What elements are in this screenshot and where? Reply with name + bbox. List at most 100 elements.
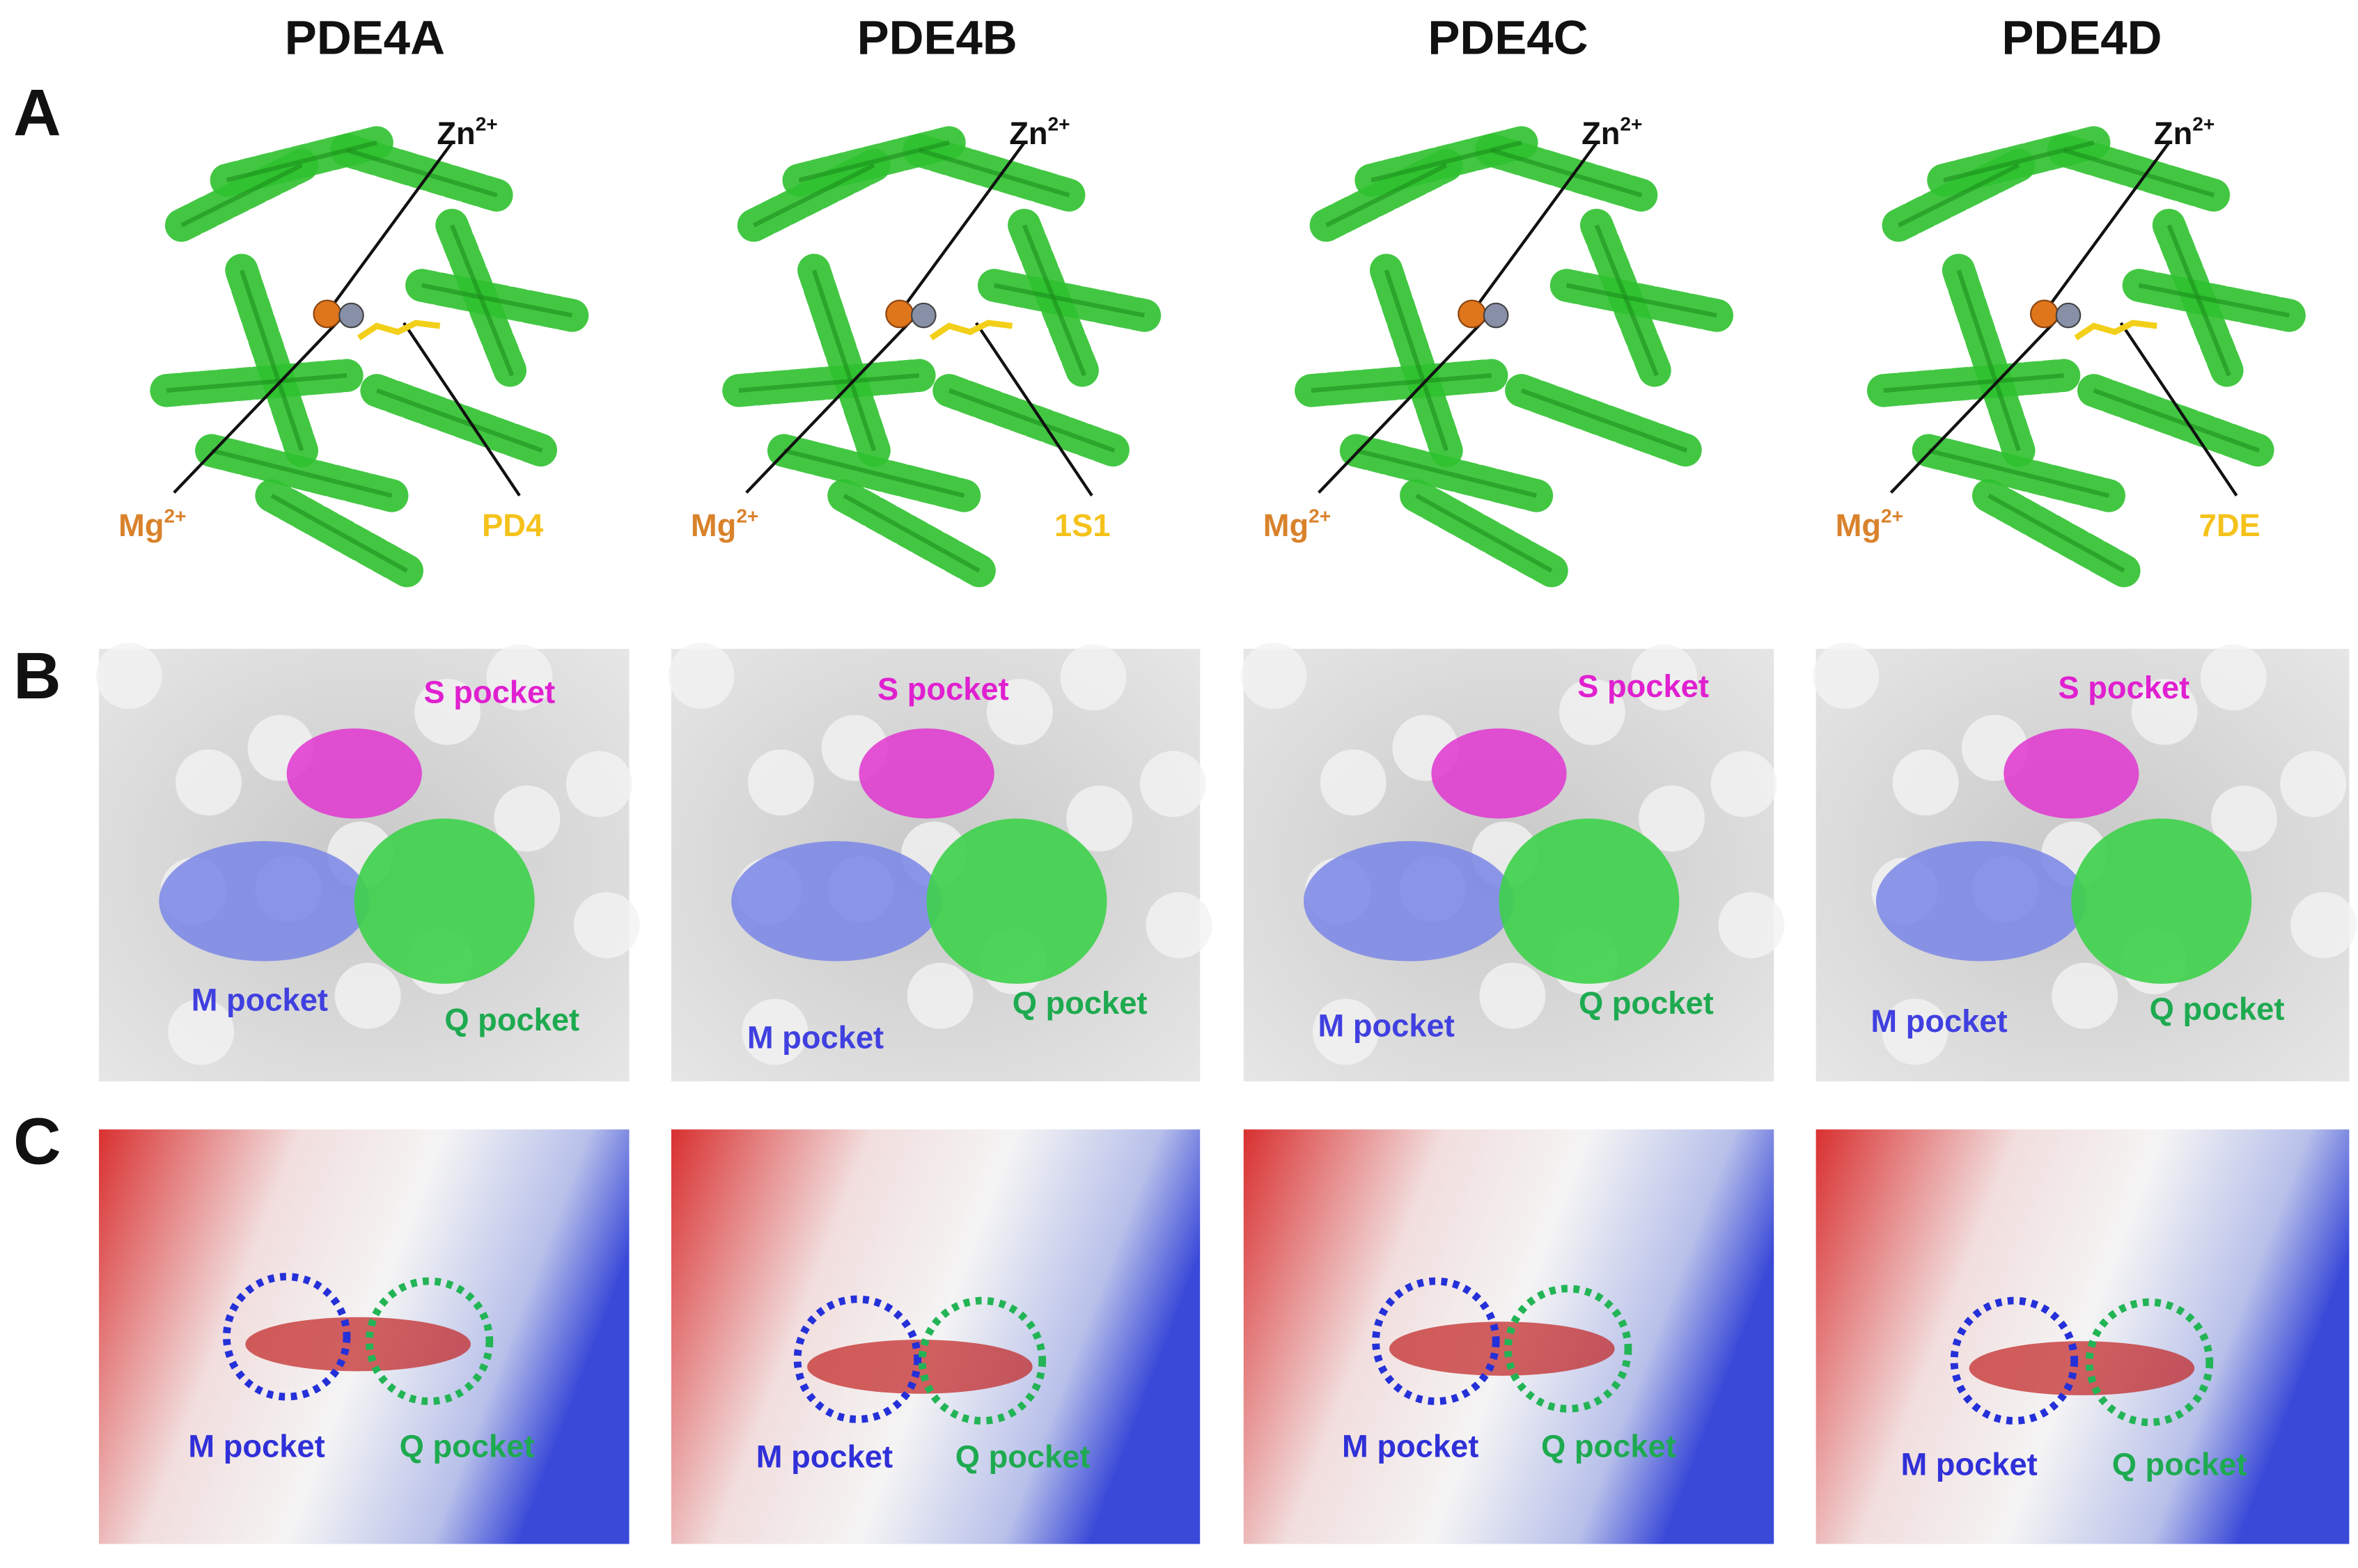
surface-bump xyxy=(668,643,735,709)
m-pocket-label: M pocket xyxy=(1901,1446,2038,1482)
helix-core xyxy=(449,224,515,377)
helix-core xyxy=(1594,224,1659,377)
s-pocket-label: S pocket xyxy=(877,671,1009,707)
q-pocket-circle xyxy=(1504,1285,1632,1413)
pointer-line xyxy=(318,141,453,324)
surface-bump xyxy=(1718,892,1785,959)
q-pocket-label: Q pocket xyxy=(2112,1446,2247,1482)
m-pocket-label: M pocket xyxy=(1318,1008,1455,1043)
helix-core xyxy=(226,140,377,182)
helix-core xyxy=(2063,148,2215,198)
helix-core xyxy=(1897,163,2020,228)
s-patch xyxy=(859,728,994,819)
helix-core xyxy=(753,163,875,228)
q-pocket-label: Q pocket xyxy=(1541,1428,1676,1464)
surface-bump xyxy=(2210,785,2277,852)
m-pocket-label: M pocket xyxy=(1342,1428,1478,1464)
helix-core xyxy=(421,283,573,318)
mg-label-charge: 2+ xyxy=(736,505,758,527)
helix-core xyxy=(798,140,950,182)
helix-core xyxy=(1490,148,1643,198)
zn-label-base: Zn xyxy=(1009,116,1047,151)
mg-label-base: Mg xyxy=(1836,508,1881,543)
m-pocket-label: M pocket xyxy=(1871,1003,2007,1039)
q-pocket-label: Q pocket xyxy=(1013,985,1148,1021)
surface-bump xyxy=(1060,644,1127,711)
surface-bump xyxy=(747,749,814,816)
m-pocket-circle xyxy=(1372,1277,1500,1405)
ligand-stick xyxy=(2074,320,2157,340)
surface-bump xyxy=(2290,892,2357,959)
zn-label-charge: 2+ xyxy=(1048,113,1070,135)
panel-label: C xyxy=(13,1105,61,1179)
surface-bump xyxy=(573,892,640,959)
helix-core xyxy=(1520,388,1688,453)
q-patch xyxy=(354,818,535,984)
helix-core xyxy=(1371,140,1522,182)
pointer-line xyxy=(403,322,521,497)
q-pocket-label: Q pocket xyxy=(400,1428,535,1464)
cavity xyxy=(1969,1341,2195,1395)
protein-ribbon xyxy=(722,126,1162,588)
helix-core xyxy=(166,373,348,393)
helix-core xyxy=(1943,140,2095,182)
surface-bump xyxy=(95,643,162,709)
q-pocket-circle xyxy=(365,1277,494,1405)
mg-label-charge: 2+ xyxy=(164,505,186,527)
helix-core xyxy=(783,448,965,498)
helix-core xyxy=(1566,283,1717,318)
helix-core xyxy=(1325,163,1448,228)
helix-core xyxy=(346,148,498,198)
mg-label: Mg2+ xyxy=(691,505,758,543)
surface-bump xyxy=(168,998,235,1065)
m-pocket-label: M pocket xyxy=(747,1020,884,1056)
surface-bump xyxy=(1066,785,1133,852)
pointer-line xyxy=(2119,322,2238,497)
m-pocket-label: M pocket xyxy=(188,1428,325,1464)
mg-label-charge: 2+ xyxy=(1881,505,1903,527)
ligand-label: PD4 xyxy=(482,508,543,543)
m-patch xyxy=(159,840,370,962)
q-patch xyxy=(2071,818,2252,984)
mg-ion xyxy=(1458,299,1487,329)
pointer-line xyxy=(1318,311,1493,494)
helix-core xyxy=(1311,373,1492,393)
q-pocket-circle xyxy=(918,1296,1047,1425)
panel-label: A xyxy=(13,76,61,150)
surface-bump xyxy=(2280,751,2347,817)
m-pocket-circle xyxy=(793,1295,922,1423)
helix-core xyxy=(1384,269,1449,452)
surface-bump xyxy=(565,751,632,817)
zn-label-base: Zn xyxy=(1582,116,1620,151)
ligand-label: 7DE xyxy=(2199,508,2261,543)
electrostatic-image xyxy=(1816,1129,2350,1544)
ligand-label: 1S1 xyxy=(1054,508,1111,543)
helix-core xyxy=(1415,494,1553,573)
surface-bump xyxy=(1631,644,1698,711)
helix-core xyxy=(2166,224,2231,377)
mg-label: Mg2+ xyxy=(1263,505,1331,543)
zn-label: Zn2+ xyxy=(1582,113,1642,151)
surface-bump xyxy=(1882,998,1949,1065)
surface-bump xyxy=(494,785,561,852)
s-patch xyxy=(286,728,422,819)
q-pocket-label: Q pocket xyxy=(2150,991,2285,1027)
mg-ion xyxy=(313,299,342,329)
helix-core xyxy=(180,163,303,228)
surface-bump xyxy=(1240,643,1307,709)
zn-label-charge: 2+ xyxy=(1620,113,1642,135)
q-patch xyxy=(1499,818,1680,984)
ligand-stick xyxy=(357,320,441,340)
m-patch xyxy=(731,840,942,962)
surface-bump xyxy=(1146,892,1212,959)
surface-bump xyxy=(2052,962,2118,1029)
helix-core xyxy=(211,448,393,498)
mg-label-base: Mg xyxy=(1263,508,1309,543)
column-title: PDE4B xyxy=(857,11,1017,65)
zn-ion xyxy=(2055,302,2082,329)
pointer-line xyxy=(745,311,921,494)
zn-ion xyxy=(338,302,364,329)
q-pocket-label: Q pocket xyxy=(955,1438,1091,1474)
column-title: PDE4C xyxy=(1428,11,1588,65)
surface-bump xyxy=(907,962,974,1029)
